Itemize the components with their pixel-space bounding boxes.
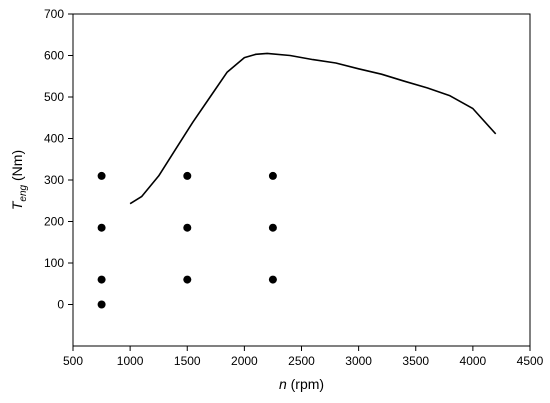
x-tick-label: 2500	[288, 354, 315, 368]
x-tick-label: 4000	[460, 354, 487, 368]
torque-curve-line	[129, 52, 497, 205]
operating-point-marker	[97, 275, 106, 284]
x-tick-label: 3500	[402, 354, 429, 368]
x-tick-label: 1000	[117, 354, 144, 368]
x-tick-label: 3000	[345, 354, 372, 368]
x-axis-variable: n	[279, 376, 287, 392]
operating-point-marker	[97, 223, 106, 232]
operating-point-marker	[268, 275, 277, 284]
y-tick-label: 0	[57, 298, 64, 312]
x-tick-label: 4500	[517, 354, 544, 368]
y-axis-subscript: eng	[18, 184, 29, 201]
y-axis-title: Teng (Nm)	[9, 150, 29, 210]
y-tick-label: 500	[44, 90, 64, 104]
y-tick-label: 100	[44, 256, 64, 270]
plot-area-frame	[72, 13, 531, 347]
y-tick-label: 600	[44, 49, 64, 63]
operating-point-marker	[183, 275, 192, 284]
operating-point-marker	[97, 300, 106, 309]
y-tick-label: 200	[44, 215, 64, 229]
y-axis-unit: (Nm)	[9, 150, 25, 185]
y-tick-label: 400	[44, 132, 64, 146]
operating-point-marker	[97, 171, 106, 180]
x-axis-unit: (rpm)	[287, 376, 324, 392]
y-axis-ticks: 0 100 200 300 400 500 600 700	[44, 7, 73, 312]
y-tick-label: 300	[44, 173, 64, 187]
operating-point-marker	[268, 171, 277, 180]
operating-point-marker	[183, 223, 192, 232]
x-axis-title: n (rpm)	[279, 376, 324, 392]
x-tick-label: 1500	[174, 354, 201, 368]
operating-point-marker	[268, 223, 277, 232]
x-axis-ticks: 500 1000 1500 2000 2500 3000 3500 4000 4500	[63, 346, 544, 368]
series-layer	[97, 52, 497, 309]
x-tick-label: 500	[63, 354, 83, 368]
y-tick-label: 700	[44, 7, 64, 21]
y-axis-variable: T	[9, 200, 25, 210]
operating-point-marker	[183, 171, 192, 180]
x-tick-label: 2000	[231, 354, 258, 368]
